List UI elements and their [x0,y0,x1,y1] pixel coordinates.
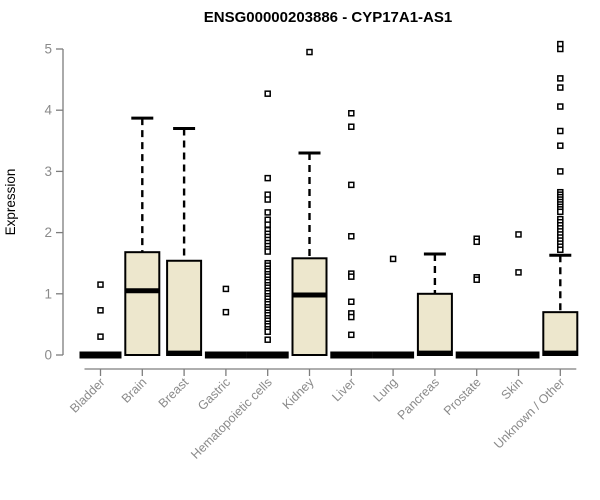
outlier-point [557,142,564,149]
collapsed-box [372,351,415,359]
outlier-point [348,181,355,189]
outlier-point [348,233,355,240]
outlier-point [348,123,355,130]
x-tick-label: Gastric [195,375,233,413]
x-tick-label: Pancreas [395,375,442,422]
outlier-point [389,255,397,263]
outlier-point [557,246,564,253]
outlier-point [222,308,230,316]
outlier-point [222,285,230,293]
outlier-point [97,307,104,314]
y-tick-label: 0 [44,348,52,363]
collapsed-box [79,351,122,359]
collapsed-box [455,351,498,359]
collapsed-box [246,351,289,359]
outlier-point [306,48,313,56]
outlier-point [557,127,564,135]
box [542,311,579,357]
outlier-point [264,209,271,216]
x-tick-label: Kidney [280,375,317,412]
outlier-point [264,174,271,182]
outlier-point [264,196,271,203]
outlier-point [557,45,564,53]
x-tick-label: Brain [119,375,150,406]
outlier-point [264,221,271,228]
collapsed-box [497,351,540,359]
outlier-point [557,168,564,175]
y-tick-label: 3 [44,164,52,179]
outlier-point [515,269,522,276]
outlier-point [97,281,104,288]
outlier-point [264,248,271,255]
outlier-point [348,273,355,280]
box [124,251,161,357]
x-tick-label: Bladder [67,375,107,415]
collapsed-box [330,351,373,359]
y-tick-label: 2 [44,225,52,240]
y-tick-label: 1 [44,286,52,301]
box [291,257,328,356]
x-tick-label: Unknown / Other [491,375,567,451]
y-tick-label: 4 [44,103,52,118]
y-axis-label: Expression [3,169,18,236]
x-tick-label: Hematopoietic cells [188,375,275,462]
outlier-point [348,313,355,321]
outlier-point [264,336,271,343]
outlier-point [264,328,271,335]
outlier-point [264,90,271,97]
x-tick-label: Skin [499,375,526,402]
x-tick-label: Breast [156,375,192,411]
outlier-point [473,238,480,246]
chart-title: ENSG00000203886 - CYP17A1-AS1 [204,9,452,26]
y-tick-label: 5 [44,42,52,57]
x-tick-label: Liver [329,375,358,404]
outlier-point [557,84,564,91]
outlier-point [348,110,355,117]
outlier-point [557,103,564,110]
x-tick-label: Prostate [441,375,484,418]
outlier-point [515,231,522,238]
x-tick-label: Lung [371,375,401,405]
box [166,259,203,357]
boxplot-marks-group [79,40,579,359]
outlier-point [557,208,564,216]
outlier-point [473,276,480,283]
outlier-point [348,331,355,339]
outlier-point [97,333,104,340]
collapsed-box [204,351,247,359]
box [416,292,453,356]
outlier-point [348,298,355,306]
outlier-point [557,75,564,82]
